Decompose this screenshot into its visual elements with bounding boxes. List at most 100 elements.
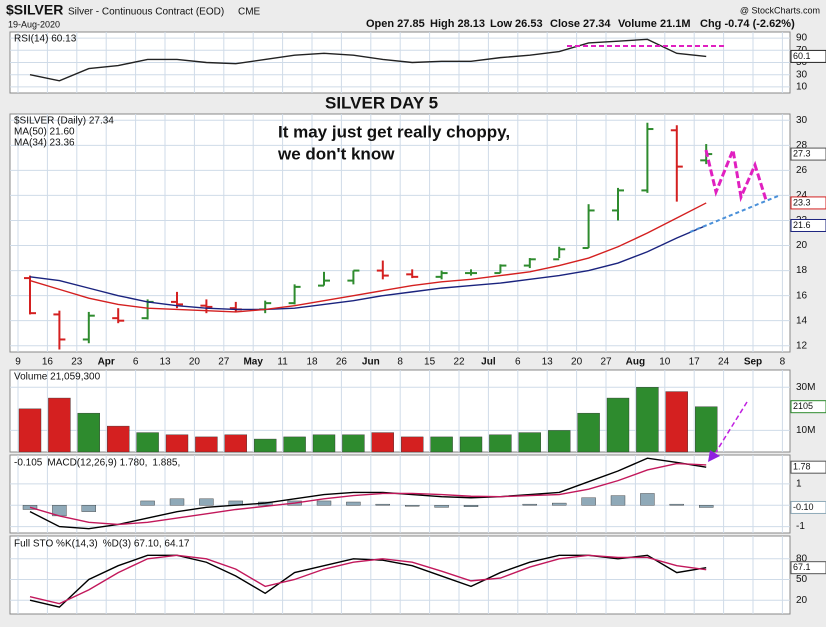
value-tag-box — [790, 218, 826, 232]
bar — [346, 501, 361, 506]
series-line — [29, 457, 707, 530]
bar — [405, 505, 420, 507]
x-tick-label: 11 — [277, 357, 288, 368]
legend-entry: RSI(14) 60.13 — [14, 34, 77, 45]
x-tick-label: 13 — [159, 357, 171, 368]
x-tick-label: 26 — [336, 357, 348, 368]
arrow-head — [708, 450, 720, 462]
x-tick-label: 13 — [542, 357, 554, 368]
bar — [640, 493, 655, 506]
value-tag: 60.1 — [793, 51, 811, 61]
bar — [375, 503, 390, 506]
bar — [577, 412, 600, 453]
bar — [699, 505, 714, 508]
value-tag-box — [790, 196, 826, 210]
y-tick-label: 10 — [796, 82, 808, 93]
bar — [489, 434, 512, 453]
x-tick-label: 18 — [306, 357, 318, 368]
quote-item: Open 27.85 — [366, 18, 425, 30]
exchange: CME — [238, 7, 261, 18]
x-tick-label: 15 — [424, 357, 436, 368]
legend-entry: MA(34) 23.36 — [14, 138, 75, 149]
value-tag: 2105 — [793, 401, 813, 411]
x-tick-label: 23 — [71, 357, 83, 368]
legend-entry: MACD(12,26,9) 1.780, — [47, 458, 147, 469]
bar — [548, 430, 571, 453]
legend-entry: MA(50) 21.60 — [14, 127, 75, 138]
y-tick-label: 12 — [796, 340, 808, 351]
bar — [18, 408, 42, 453]
bar — [169, 498, 185, 506]
x-tick-label: 6 — [133, 357, 139, 368]
bar — [199, 498, 214, 506]
y-tick-label: 24 — [796, 190, 808, 201]
bar — [636, 387, 659, 453]
x-tick-label: Jul — [481, 357, 496, 368]
x-tick-label: 9 — [15, 357, 21, 368]
y-tick-label: 20 — [796, 595, 808, 606]
x-tick-label: Aug — [626, 357, 645, 368]
value-tag: 21.6 — [793, 220, 811, 230]
value-tag: 23.3 — [793, 197, 811, 207]
bar — [695, 406, 718, 453]
value-tag-box — [790, 147, 826, 161]
arrow-shaft — [715, 401, 748, 453]
bar — [581, 497, 596, 506]
bar — [610, 495, 626, 506]
forecast-zigzag — [704, 144, 768, 203]
y-tick-label: 50 — [796, 574, 808, 585]
x-tick-label: Apr — [98, 357, 115, 368]
date: 19-Aug-2020 — [8, 19, 60, 29]
series-line — [29, 554, 707, 605]
bar — [312, 434, 336, 453]
x-tick-label: 17 — [689, 357, 701, 368]
series-line — [29, 202, 707, 313]
y-tick-label: 10M — [796, 425, 815, 436]
y-tick-label: 30 — [796, 69, 808, 80]
value-tag: -0.10 — [793, 502, 814, 512]
value-tag-box — [790, 561, 826, 575]
value-tag: 1.78 — [793, 462, 811, 472]
value-tag-box — [790, 49, 826, 63]
y-tick-label: 18 — [796, 265, 808, 276]
quote-item: Chg -0.74 (-2.62%) — [700, 18, 795, 30]
value-tag-box — [790, 460, 826, 474]
bar — [140, 500, 155, 506]
bar — [253, 438, 277, 453]
x-tick-label: 22 — [453, 357, 465, 368]
x-tick-label: 20 — [571, 357, 583, 368]
series-line — [29, 38, 707, 82]
value-tag: 27.3 — [793, 148, 811, 158]
bar — [81, 505, 97, 512]
legend-entry: %D(3) 67.10, 64.17 — [103, 539, 190, 550]
y-tick-label: 14 — [796, 315, 808, 326]
y-tick-label: 28 — [796, 140, 808, 151]
bar — [224, 434, 248, 453]
bar — [106, 425, 130, 453]
x-tick-label: 6 — [515, 357, 521, 368]
bar — [283, 436, 306, 453]
bar — [463, 505, 479, 507]
legend-entry: -0.105 — [14, 458, 43, 469]
annotation: It may just get really choppy, — [278, 122, 510, 141]
y-tick-label: 80 — [796, 553, 808, 564]
bar — [401, 436, 424, 453]
bar — [459, 436, 483, 453]
bar — [430, 436, 453, 453]
bar — [77, 412, 101, 453]
x-tick-label: 16 — [42, 357, 54, 368]
bar — [371, 432, 394, 453]
x-tick-label: 20 — [189, 357, 201, 368]
bar — [195, 436, 218, 453]
bar — [665, 391, 688, 453]
annotation-title: SILVER DAY 5 — [325, 93, 438, 112]
y-tick-label: 30M — [796, 382, 815, 393]
x-tick-label: May — [243, 357, 263, 368]
legend-entry: Volume 21,059,300 — [14, 372, 101, 383]
series-line — [29, 462, 707, 526]
series-line — [29, 224, 707, 311]
bar — [434, 505, 449, 508]
bar — [669, 503, 684, 506]
y-tick-label: 16 — [796, 290, 808, 301]
